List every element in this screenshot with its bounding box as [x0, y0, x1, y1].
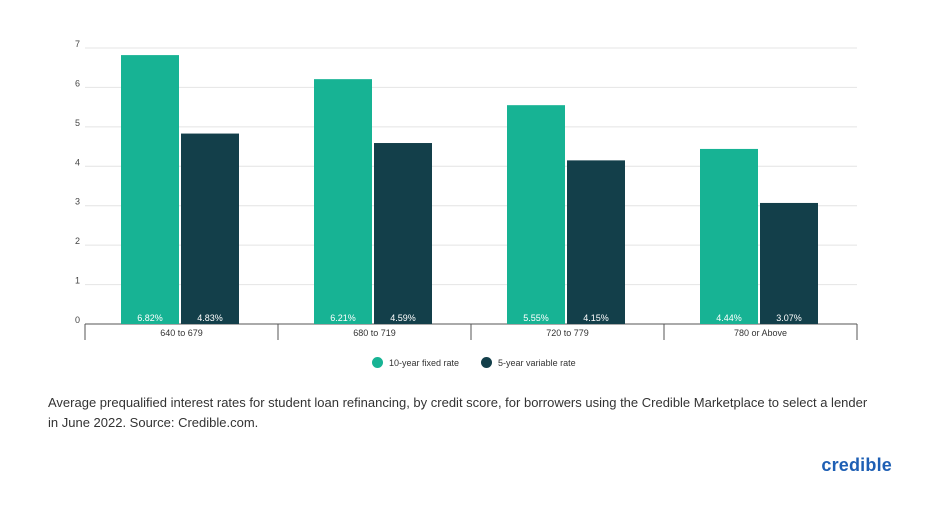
bar-value-label: 6.82% [137, 313, 163, 323]
bar-value-label: 3.07% [776, 313, 802, 323]
bar-value-label: 4.44% [716, 313, 742, 323]
legend: 10-year fixed rate 5-year variable rate [372, 357, 576, 368]
legend-item-fixed: 10-year fixed rate [372, 357, 459, 368]
credible-logo: credible [821, 455, 892, 475]
bar-variable-rate [374, 143, 432, 324]
y-tick-label: 2 [75, 236, 80, 246]
bar-value-label: 4.15% [583, 313, 609, 323]
y-tick-label: 0 [75, 315, 80, 325]
bar-variable-rate [181, 133, 239, 324]
legend-item-variable: 5-year variable rate [481, 357, 576, 368]
y-tick-label: 3 [75, 197, 80, 207]
legend-swatch-fixed [372, 357, 383, 368]
x-category-label: 640 to 679 [160, 328, 203, 338]
bar-chart: 0 1 2 3 4 5 6 7 6.82% 4.83% 640 to 679 6.21% 4.59% 68… [75, 39, 858, 340]
y-tick-label: 7 [75, 39, 80, 49]
bar-variable-rate [760, 202, 818, 324]
y-tick-label: 5 [75, 118, 80, 128]
bar-value-label: 4.83% [197, 313, 223, 323]
legend-label-fixed: 10-year fixed rate [389, 357, 460, 368]
x-category-label: 680 to 719 [353, 328, 396, 338]
y-tick-label: 4 [75, 157, 80, 167]
bar-value-label: 6.21% [330, 313, 356, 323]
bar-fixed-rate [314, 79, 372, 324]
bar-fixed-rate [121, 55, 179, 325]
bar-value-label: 5.55% [523, 313, 549, 323]
bar-fixed-rate [507, 105, 565, 325]
legend-label-variable: 5-year variable rate [498, 357, 576, 368]
x-category-label: 720 to 779 [546, 328, 589, 338]
bar-variable-rate [567, 160, 625, 324]
y-tick-label: 1 [75, 276, 80, 286]
x-category-label: 780 or Above [734, 328, 787, 338]
y-tick-label: 6 [75, 78, 80, 88]
bar-fixed-rate [700, 148, 758, 324]
bar-value-label: 4.59% [390, 313, 416, 323]
legend-swatch-variable [481, 357, 493, 368]
chart-caption: Average prequalified interest rates for … [48, 395, 868, 430]
